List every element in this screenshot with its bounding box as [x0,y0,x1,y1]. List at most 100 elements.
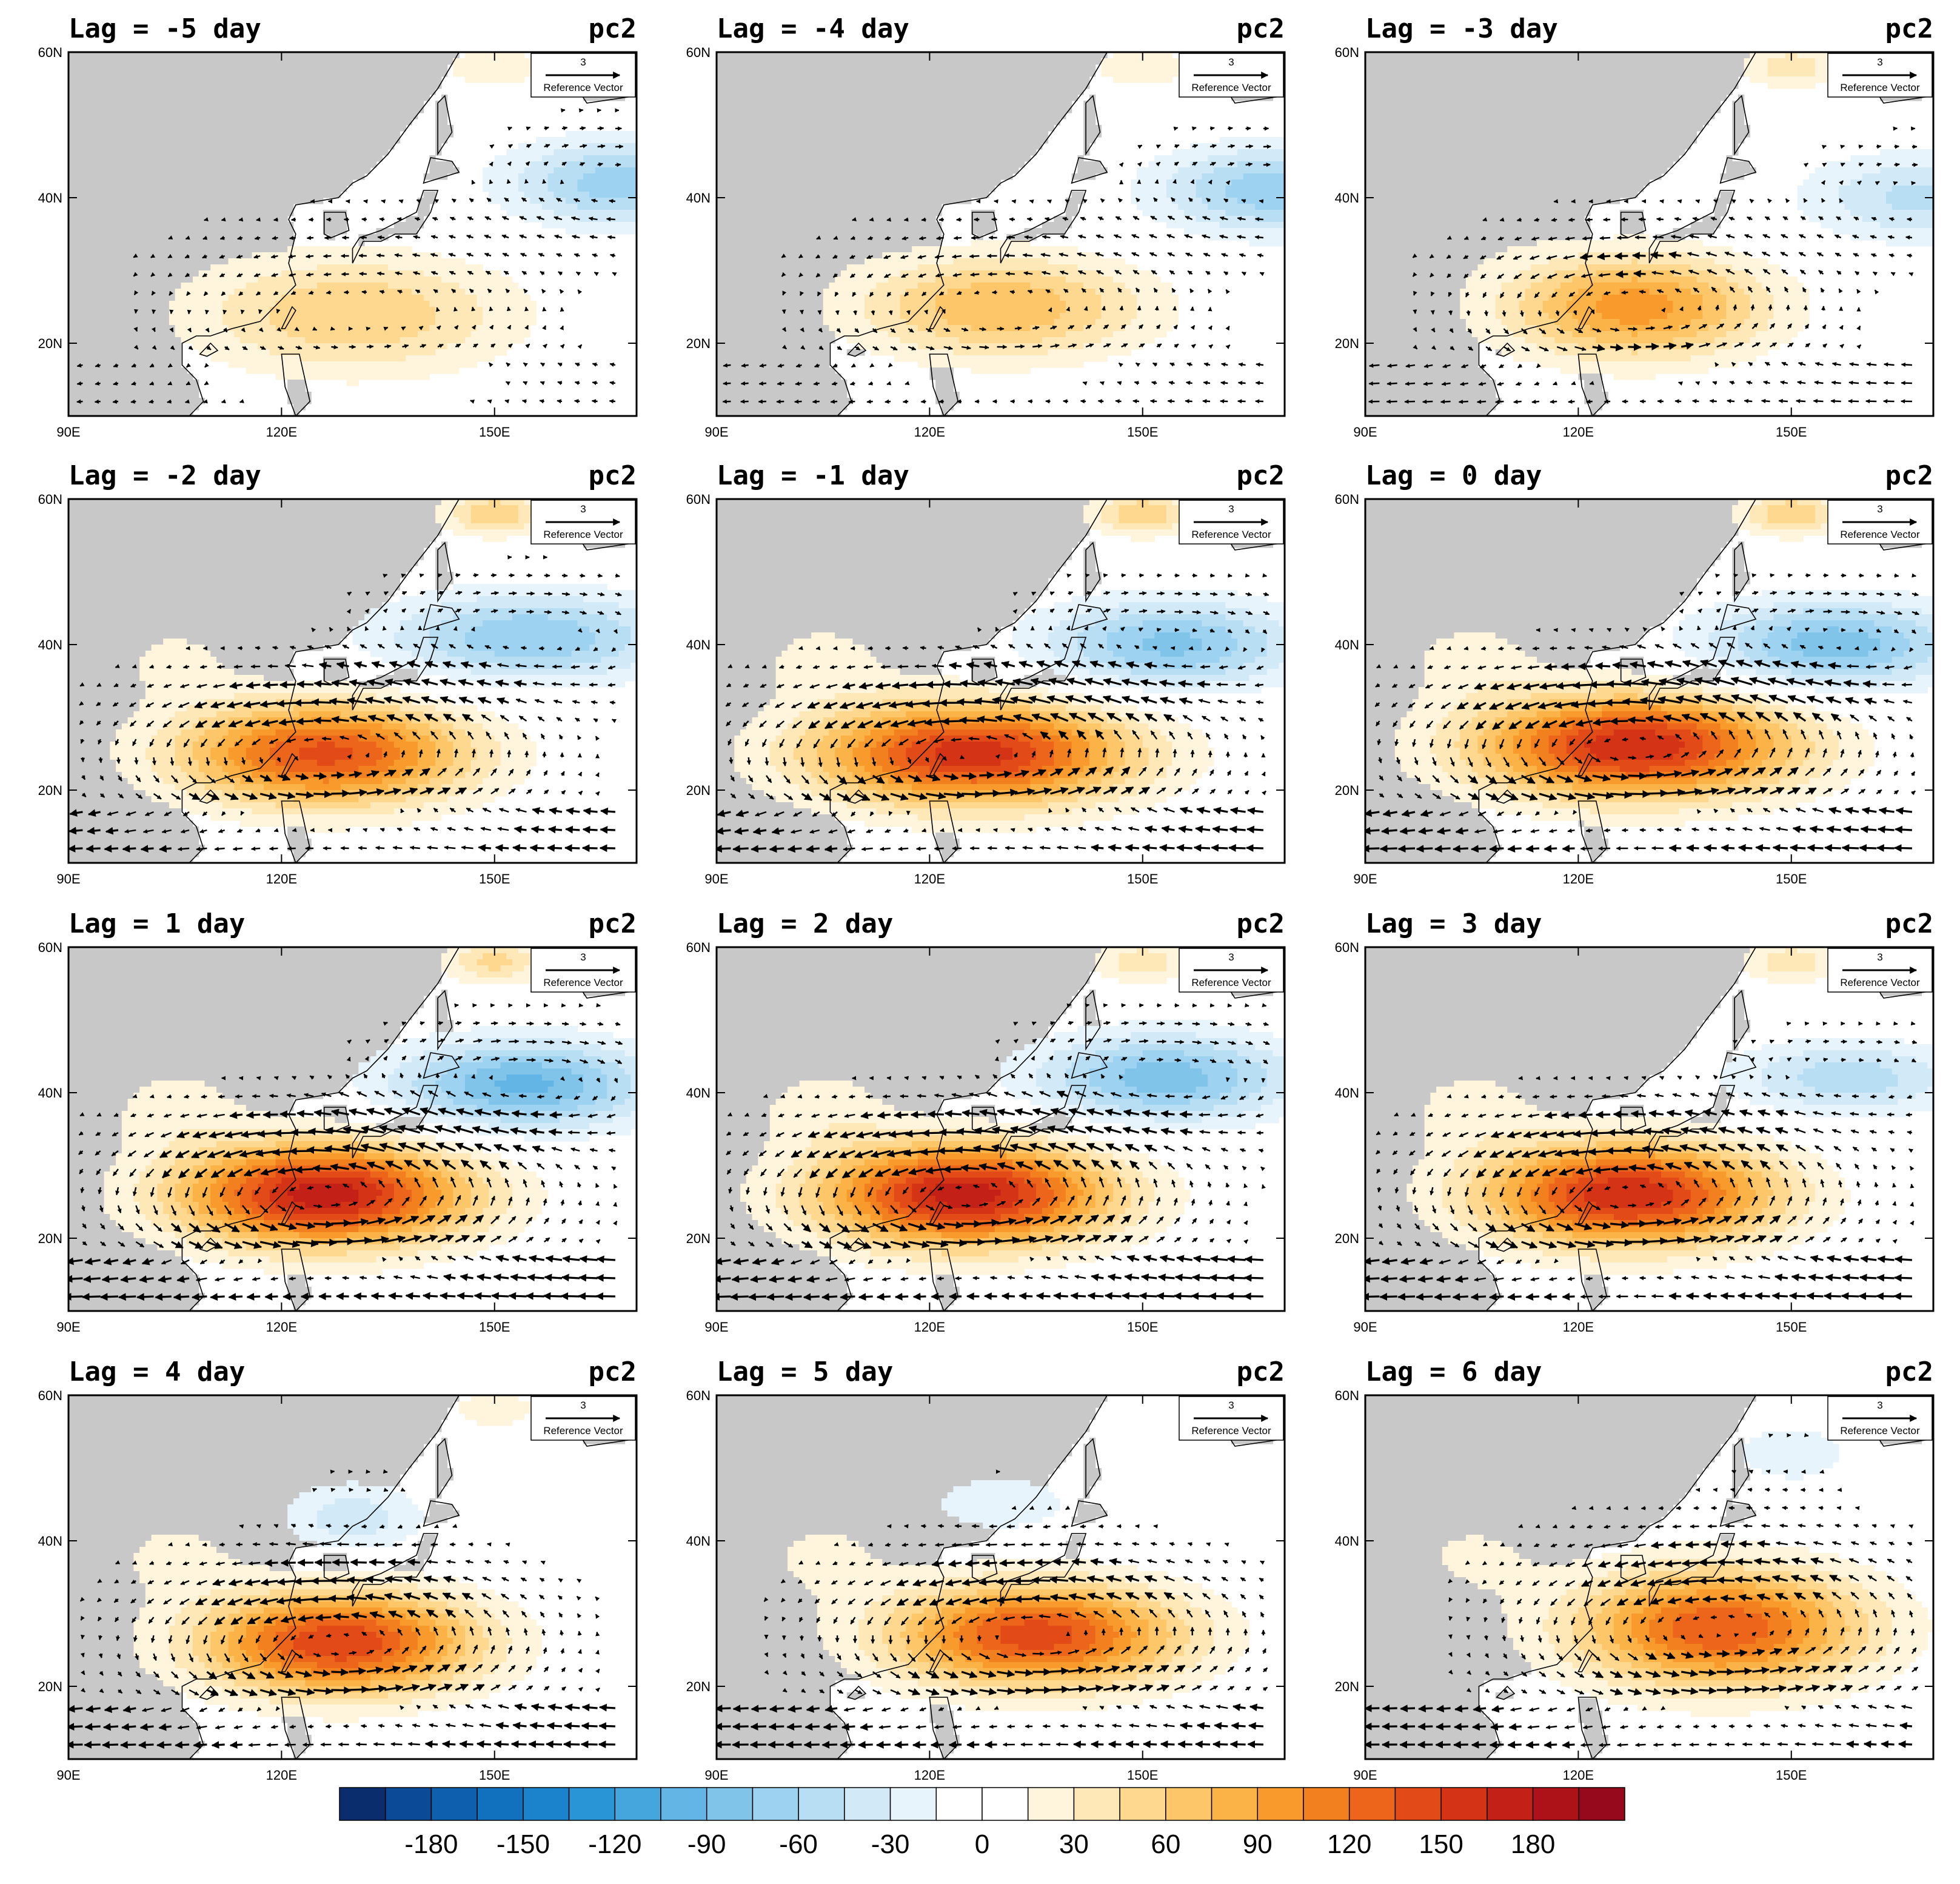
reference-vector-magnitude: 3 [580,1400,586,1411]
reference-vector-box: 3 Reference Vector [530,500,636,545]
reference-vector-label: Reference Vector [1191,977,1271,988]
panel-title: Lag = 6 day [1365,1356,1542,1387]
wind-vectors [1368,126,1918,404]
wind-vectors [722,126,1271,404]
colorbar-swatch [844,1787,891,1821]
lat-tick-label: 60N [38,45,62,60]
colorbar-swatch [477,1787,524,1821]
lat-tick-label: 40N [38,637,62,652]
lon-tick-label: 120E [1563,1768,1594,1783]
panel-tag: pc2 [1885,908,1933,939]
lon-tick-label: 90E [704,871,728,887]
wind-vectors [1365,1021,1918,1301]
colorbar-swatch [889,1787,937,1821]
colorbar-tick-label: 120 [1327,1829,1371,1859]
shaded-field [1365,52,1933,416]
panel-tag: pc2 [1237,460,1285,491]
colorbar-swatch [614,1787,661,1821]
reference-vector-box: 3 Reference Vector [1827,500,1933,545]
reference-vector-label: Reference Vector [1191,1425,1271,1436]
reference-vector-label: Reference Vector [1840,529,1920,540]
colorbar-swatch [706,1787,754,1821]
reference-vector-label: Reference Vector [1840,1425,1920,1436]
wind-vectors [717,1469,1268,1749]
lat-tick-label: 20N [38,1231,62,1246]
panel-frame [715,1394,1286,1760]
lat-tick-label: 40N [1335,637,1359,652]
lat-tick-label: 20N [38,1679,62,1694]
lat-tick-label: 40N [1335,190,1359,206]
lon-tick-label: 90E [1353,424,1377,440]
lon-tick-label: 90E [56,424,80,440]
panel-title: Lag = -3 day [1365,13,1558,44]
panel-title: Lag = -1 day [717,460,909,491]
lon-tick-label: 150E [1776,1768,1807,1783]
reference-vector-magnitude: 3 [1877,951,1882,963]
panel-title: Lag = 3 day [1365,908,1542,939]
lon-tick-label: 120E [1563,1319,1594,1335]
panel-frame [1364,51,1935,417]
panel-title: Lag = 5 day [717,1356,893,1387]
lat-tick-label: 40N [38,1085,62,1101]
lat-tick-label: 60N [1335,1388,1359,1403]
colorbar-tick-label: -60 [779,1829,818,1859]
colorbar-swatch [660,1787,707,1821]
shaded-field [717,499,1285,863]
lat-tick-label: 40N [686,1534,711,1549]
colorbar-tick-label: -90 [687,1829,726,1859]
panel-title: Lag = -2 day [69,460,261,491]
lon-tick-label: 150E [1127,1319,1158,1335]
lon-tick-label: 150E [1127,424,1158,440]
lon-tick-label: 150E [1776,871,1807,887]
panel-tag: pc2 [589,908,637,939]
colorbar-swatch [752,1787,799,1821]
colorbar: -180 -150 -120 -90 -60 -30 0 30 60 90 120 150 180 [339,1787,1625,1859]
lat-tick-label: 40N [686,190,711,206]
lon-tick-label: 120E [914,424,945,440]
lon-tick-label: 120E [266,1768,297,1783]
reference-vector-magnitude: 3 [1228,1400,1234,1411]
colorbar-swatch [1394,1787,1442,1821]
panel-frame [1364,498,1935,864]
panel-frame [1364,1394,1935,1760]
lon-tick-label: 150E [479,871,510,887]
lon-tick-label: 90E [704,1319,728,1335]
reference-vector-box: 3 Reference Vector [1179,53,1284,98]
panel-title: Lag = 2 day [717,908,893,939]
lon-tick-label: 150E [1776,424,1807,440]
colorbar-tick-label: 0 [975,1829,989,1859]
lon-tick-label: 120E [914,1319,945,1335]
reference-vector-box: 3 Reference Vector [530,948,636,993]
lon-tick-label: 90E [56,1319,80,1335]
lon-tick-label: 150E [1776,1319,1807,1335]
reference-vector-label: Reference Vector [1840,977,1920,988]
colorbar-swatch [339,1787,386,1821]
reference-vector-magnitude: 3 [1877,503,1882,515]
colorbar-tick-label: 150 [1419,1829,1463,1859]
lat-tick-label: 60N [38,940,62,955]
lon-tick-label: 150E [479,1319,510,1335]
map-panel: Lag = 6 day pc2 3 Reference Vector 90E 120E 15… [1335,1356,1935,1783]
panel-tag: pc2 [1885,13,1933,44]
lat-tick-label: 20N [1335,1679,1359,1694]
wind-vectors [69,1469,615,1749]
lon-tick-label: 120E [1563,871,1594,887]
panel-frame [67,498,638,864]
reference-vector-box: 3 Reference Vector [1179,1396,1284,1441]
wind-vectors [69,555,622,853]
lat-tick-label: 20N [38,336,62,351]
lat-tick-label: 20N [686,783,711,798]
colorbar-swatch [1303,1787,1350,1821]
reference-vector-magnitude: 3 [580,56,586,68]
wind-vectors [69,1003,623,1301]
panel-tag: pc2 [1237,13,1285,44]
wind-vectors [1365,573,1919,853]
panel-frame [715,946,1286,1312]
lat-tick-label: 20N [1335,336,1359,351]
map-panel: Lag = 5 day pc2 3 Reference Vector 90E 120E 15… [686,1356,1286,1783]
reference-vector-label: Reference Vector [543,977,623,988]
